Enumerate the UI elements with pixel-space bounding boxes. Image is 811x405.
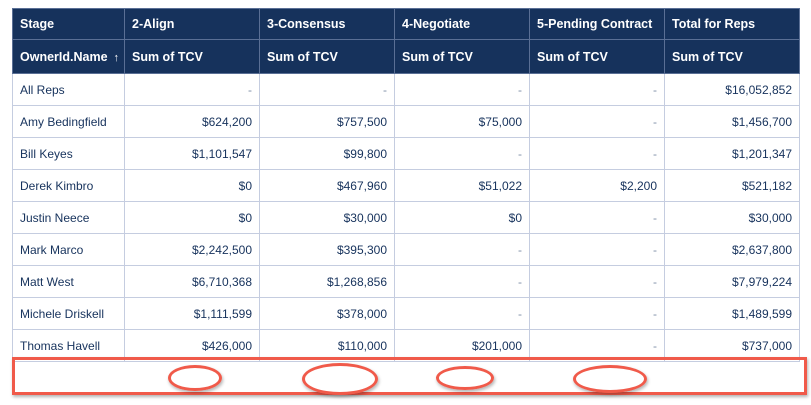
tcv-cell: $2,637,800	[664, 233, 800, 266]
tcv-cell: $395,300	[259, 233, 395, 266]
tcv-cell: -	[259, 73, 395, 106]
tcv-cell: -	[529, 201, 665, 234]
tcv-cell: $378,000	[259, 297, 395, 330]
total-header[interactable]: Total for Reps	[664, 8, 800, 40]
tcv-cell: $1,101,547	[124, 137, 260, 170]
tcv-cell: $1,489,599	[664, 297, 800, 330]
tcv-cell: $1,111,599	[124, 297, 260, 330]
pivot-table: Stage 2-Align 3-Consensus 4-Negotiate 5-…	[12, 8, 800, 362]
tcv-cell: -	[529, 105, 665, 138]
annotation-ellipse	[302, 363, 378, 395]
table-row: Amy Bedingfield $624,200 $757,500 $75,000- $…	[12, 105, 800, 138]
stage-label: Stage	[12, 8, 125, 40]
owner-name-cell[interactable]: Matt West	[12, 265, 125, 298]
owner-name-header[interactable]: OwnerId.Name ↑	[12, 39, 125, 74]
tcv-cell: $624,200	[124, 105, 260, 138]
tcv-cell: $1,201,347	[664, 137, 800, 170]
tcv-cell: -	[529, 297, 665, 330]
owner-name-cell[interactable]: Michele Driskell	[12, 297, 125, 330]
tcv-cell: $737,000	[664, 329, 800, 362]
measure-header[interactable]: Sum of TCV	[529, 39, 665, 74]
tcv-cell: -	[529, 73, 665, 106]
measure-header[interactable]: Sum of TCV	[259, 39, 395, 74]
arrow-up-icon[interactable]: ↑	[113, 51, 120, 64]
tcv-cell: $16,052,852	[664, 73, 800, 106]
tcv-cell: -	[394, 137, 530, 170]
tcv-cell: -	[394, 73, 530, 106]
tcv-cell: $467,960	[259, 169, 395, 202]
stage-header-row: Stage 2-Align 3-Consensus 4-Negotiate 5-…	[12, 8, 800, 40]
table-row: Michele Driskell $1,111,599 $378,000- - $1,4…	[12, 297, 800, 330]
owner-name-label: OwnerId.Name	[20, 49, 108, 64]
owner-name-cell[interactable]: Bill Keyes	[12, 137, 125, 170]
tcv-cell: $521,182	[664, 169, 800, 202]
tcv-cell: $2,200	[529, 169, 665, 202]
owner-name-cell[interactable]: Thomas Havell	[12, 329, 125, 362]
tcv-cell: -	[394, 297, 530, 330]
table-row: Justin Neece $0 $30,000 $0- $30,000	[12, 201, 800, 234]
tcv-cell: $426,000	[124, 329, 260, 362]
table-row: Matt West $6,710,368 $1,268,856- - $7,979,22…	[12, 265, 800, 298]
annotation-ellipse	[436, 366, 494, 390]
tcv-cell: $51,022	[394, 169, 530, 202]
owner-name-cell[interactable]: All Reps	[12, 73, 125, 106]
tcv-cell: -	[394, 233, 530, 266]
tcv-cell: -	[529, 265, 665, 298]
tcv-cell: $2,242,500	[124, 233, 260, 266]
tcv-cell: $6,710,368	[124, 265, 260, 298]
owner-name-cell[interactable]: Amy Bedingfield	[12, 105, 125, 138]
table-row: Derek Kimbro $0 $467,960 $51,022 $2,200 $521,…	[12, 169, 800, 202]
table-row: Thomas Havell $426,000 $110,000 $201,000- $7…	[12, 329, 800, 362]
owner-name-cell[interactable]: Justin Neece	[12, 201, 125, 234]
tcv-cell: $1,268,856	[259, 265, 395, 298]
tcv-cell: $0	[124, 169, 260, 202]
measure-header[interactable]: Sum of TCV	[124, 39, 260, 74]
annotation-highlight-box	[12, 357, 807, 395]
table-row: Bill Keyes $1,101,547 $99,800- - $1,201,347	[12, 137, 800, 170]
tcv-cell: -	[394, 265, 530, 298]
table-row: All Reps - - - - $16,052,852	[12, 73, 800, 106]
tcv-cell: $0	[124, 201, 260, 234]
measure-header[interactable]: Sum of TCV	[664, 39, 800, 74]
measure-header-row: OwnerId.Name ↑ Sum of TCV Sum of TCV Sum …	[12, 39, 800, 74]
stage-header[interactable]: 5-Pending Contract	[529, 8, 665, 40]
tcv-cell: -	[529, 137, 665, 170]
annotation-ellipse	[168, 365, 222, 391]
tcv-cell: $99,800	[259, 137, 395, 170]
owner-name-cell[interactable]: Mark Marco	[12, 233, 125, 266]
tcv-cell: -	[529, 233, 665, 266]
stage-header[interactable]: 4-Negotiate	[394, 8, 530, 40]
stage-header[interactable]: 3-Consensus	[259, 8, 395, 40]
tcv-cell: $75,000	[394, 105, 530, 138]
measure-header[interactable]: Sum of TCV	[394, 39, 530, 74]
stage-header[interactable]: 2-Align	[124, 8, 260, 40]
tcv-cell: $30,000	[259, 201, 395, 234]
tcv-cell: $201,000	[394, 329, 530, 362]
tcv-cell: $30,000	[664, 201, 800, 234]
tcv-cell: $1,456,700	[664, 105, 800, 138]
tcv-cell: $7,979,224	[664, 265, 800, 298]
owner-name-cell[interactable]: Derek Kimbro	[12, 169, 125, 202]
table-row: Mark Marco $2,242,500 $395,300- - $2,637,800	[12, 233, 800, 266]
annotation-ellipse	[573, 365, 647, 393]
tcv-cell: $0	[394, 201, 530, 234]
tcv-cell: -	[124, 73, 260, 106]
tcv-cell: $757,500	[259, 105, 395, 138]
